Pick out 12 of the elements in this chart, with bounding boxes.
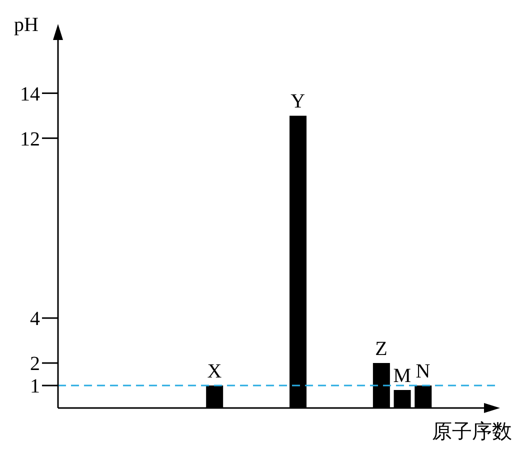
x-tick-label: Y [290,90,306,113]
y-axis-title: pH [14,14,38,37]
y-tick-label: 1 [30,376,40,398]
x-tick-label: Z [375,338,388,360]
y-tick-label: 14 [20,83,40,106]
y-tick-label: 12 [20,128,40,150]
x-tick-label: M [393,365,412,388]
y-tick-label: 4 [30,308,40,330]
x-axis-title: 原子序数 [432,420,512,445]
x-tick-label: X [207,360,222,383]
x-tick-label: N [416,360,430,383]
y-tick-label: 2 [30,353,40,376]
